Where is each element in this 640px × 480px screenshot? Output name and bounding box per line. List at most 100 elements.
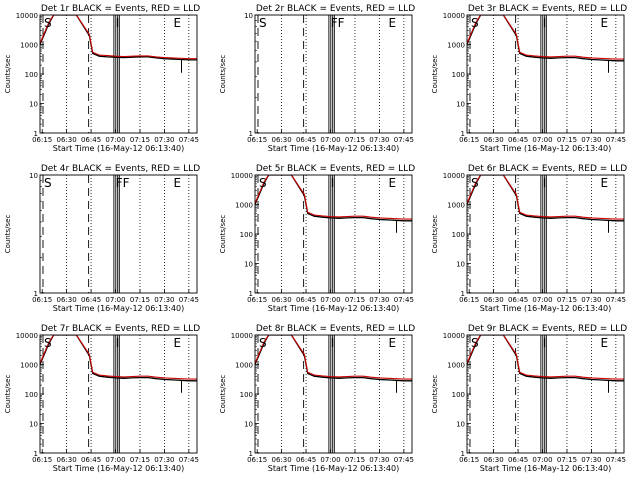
x-tick-label: 07:45: [606, 136, 626, 144]
y-tick-label: 100: [240, 231, 253, 239]
plot-frame: [466, 174, 625, 294]
marker-label: S: [44, 336, 52, 350]
y-tick-label: 1: [34, 130, 38, 138]
x-axis-label: Start Time (16-May-12 06:13:40): [268, 464, 399, 473]
marker-label: S: [259, 336, 267, 350]
marker-label: E: [389, 336, 397, 350]
marker-label: FF: [116, 176, 130, 190]
x-tick-label: 07:15: [345, 136, 365, 144]
y-tick-label: 10: [244, 261, 253, 269]
x-tick-label: 07:45: [179, 296, 199, 304]
y-tick-label: 10000: [443, 12, 465, 20]
y-axis-label: Counts/sec: [219, 55, 227, 94]
x-tick-label: 07:00: [320, 456, 340, 464]
x-tick-label: 07:45: [606, 456, 626, 464]
series-lld-line: [467, 335, 624, 380]
x-axis-label: Start Time (16-May-12 06:13:40): [53, 464, 184, 473]
x-tick-label: 06:45: [508, 456, 528, 464]
series-events-line: [467, 175, 624, 222]
panel-title: Det 3r BLACK = Events, RED = LLD: [468, 4, 627, 14]
x-tick-label: 06:30: [272, 136, 292, 144]
y-tick-label: 100: [25, 391, 38, 399]
series-events-line: [255, 175, 412, 222]
y-tick-label: 1: [461, 290, 465, 298]
y-tick-label: 10: [29, 421, 38, 429]
marker-label: S: [259, 176, 267, 190]
series-lld-line: [467, 15, 624, 60]
x-tick-label: 07:00: [105, 136, 125, 144]
x-tick-label: 06:15: [247, 296, 267, 304]
panel-det-1: Det 1r BLACK = Events, RED = LLD S I E 1 10 10…: [4, 4, 200, 153]
x-axis-label: Start Time (16-May-12 06:13:40): [480, 144, 611, 153]
x-tick-label: 07:00: [532, 456, 552, 464]
x-tick-label: 06:30: [57, 136, 77, 144]
x-tick-label: 07:00: [532, 296, 552, 304]
y-tick-label: 10: [244, 421, 253, 429]
series-events-line: [467, 335, 624, 382]
y-tick-label: 10000: [443, 172, 465, 180]
y-tick-label: 1: [461, 130, 465, 138]
x-tick-label: 07:15: [557, 136, 577, 144]
panel-det-7: Det 7r BLACK = Events, RED = LLD S I E 1 10 10…: [4, 324, 200, 473]
x-tick-label: 07:30: [154, 456, 174, 464]
marker-label: FF: [331, 16, 345, 30]
x-tick-label: 06:45: [296, 456, 316, 464]
y-axis-label: Counts/sec: [4, 375, 12, 414]
y-tick-label: 100: [25, 71, 38, 79]
x-axis-label: Start Time (16-May-12 06:13:40): [268, 304, 399, 313]
panel-title: Det 1r BLACK = Events, RED = LLD: [41, 4, 200, 14]
x-tick-label: 06:30: [57, 296, 77, 304]
y-tick-label: 1000: [20, 42, 38, 50]
y-axis-label: Counts/sec: [4, 215, 12, 254]
x-tick-label: 06:15: [32, 136, 52, 144]
y-tick-label: 10000: [16, 12, 38, 20]
panel-det-8: Det 8r BLACK = Events, RED = LLD S I E 1 10 10…: [219, 324, 415, 473]
x-tick-label: 07:00: [105, 456, 125, 464]
plot-frame: [254, 14, 413, 134]
panel-det-3: Det 3r BLACK = Events, RED = LLD S I E 1 10 10…: [431, 4, 627, 153]
y-axis-label: Counts/sec: [431, 215, 439, 254]
marker-label: S: [471, 176, 479, 190]
y-tick-label: 1000: [447, 362, 465, 370]
y-tick-label: 10: [456, 421, 465, 429]
y-tick-label: 1: [249, 130, 253, 138]
series-events-line: [40, 15, 197, 61]
plot-frame: [466, 334, 625, 454]
marker-label: E: [174, 16, 182, 30]
marker-label: I: [116, 16, 120, 30]
x-tick-label: 06:15: [32, 296, 52, 304]
series-lld-line: [255, 335, 412, 380]
x-tick-label: 06:15: [247, 136, 267, 144]
series-lld-line: [467, 175, 624, 220]
panel-det-5: Det 5r BLACK = Events, RED = LLD S I E 1 10 10…: [219, 164, 415, 313]
panel-det-9: Det 9r BLACK = Events, RED = LLD S I E 1 10 10…: [431, 324, 627, 473]
y-tick-label: 10: [29, 101, 38, 109]
y-tick-label: 10000: [16, 332, 38, 340]
y-tick-label: 100: [240, 391, 253, 399]
x-tick-label: 07:30: [581, 456, 601, 464]
x-tick-label: 06:45: [81, 136, 101, 144]
y-tick-label: 1: [249, 450, 253, 458]
x-axis-label: Start Time (16-May-12 06:13:40): [480, 304, 611, 313]
series-events-line: [255, 335, 412, 382]
panel-det-4: Det 4r BLACK = Events, RED = LLD S FF E 1 10 0…: [4, 164, 200, 313]
x-tick-label: 07:00: [532, 136, 552, 144]
x-tick-label: 07:45: [394, 296, 414, 304]
x-tick-label: 07:30: [154, 136, 174, 144]
panel-title: Det 9r BLACK = Events, RED = LLD: [468, 324, 627, 334]
panel-title: Det 4r BLACK = Events, RED = LLD: [41, 164, 200, 174]
y-axis-label: Counts/sec: [219, 375, 227, 414]
plot-area: [255, 335, 412, 453]
y-tick-label: 1000: [447, 202, 465, 210]
panel-title: Det 2r BLACK = Events, RED = LLD: [256, 4, 415, 14]
plot-area: [467, 15, 624, 133]
marker-label: E: [601, 176, 609, 190]
marker-label: E: [389, 176, 397, 190]
plot-area: [467, 335, 624, 453]
plot-frame: [254, 334, 413, 454]
x-tick-label: 06:30: [484, 136, 504, 144]
x-tick-label: 06:45: [296, 136, 316, 144]
x-tick-label: 07:00: [105, 296, 125, 304]
y-tick-label: 1: [34, 450, 38, 458]
